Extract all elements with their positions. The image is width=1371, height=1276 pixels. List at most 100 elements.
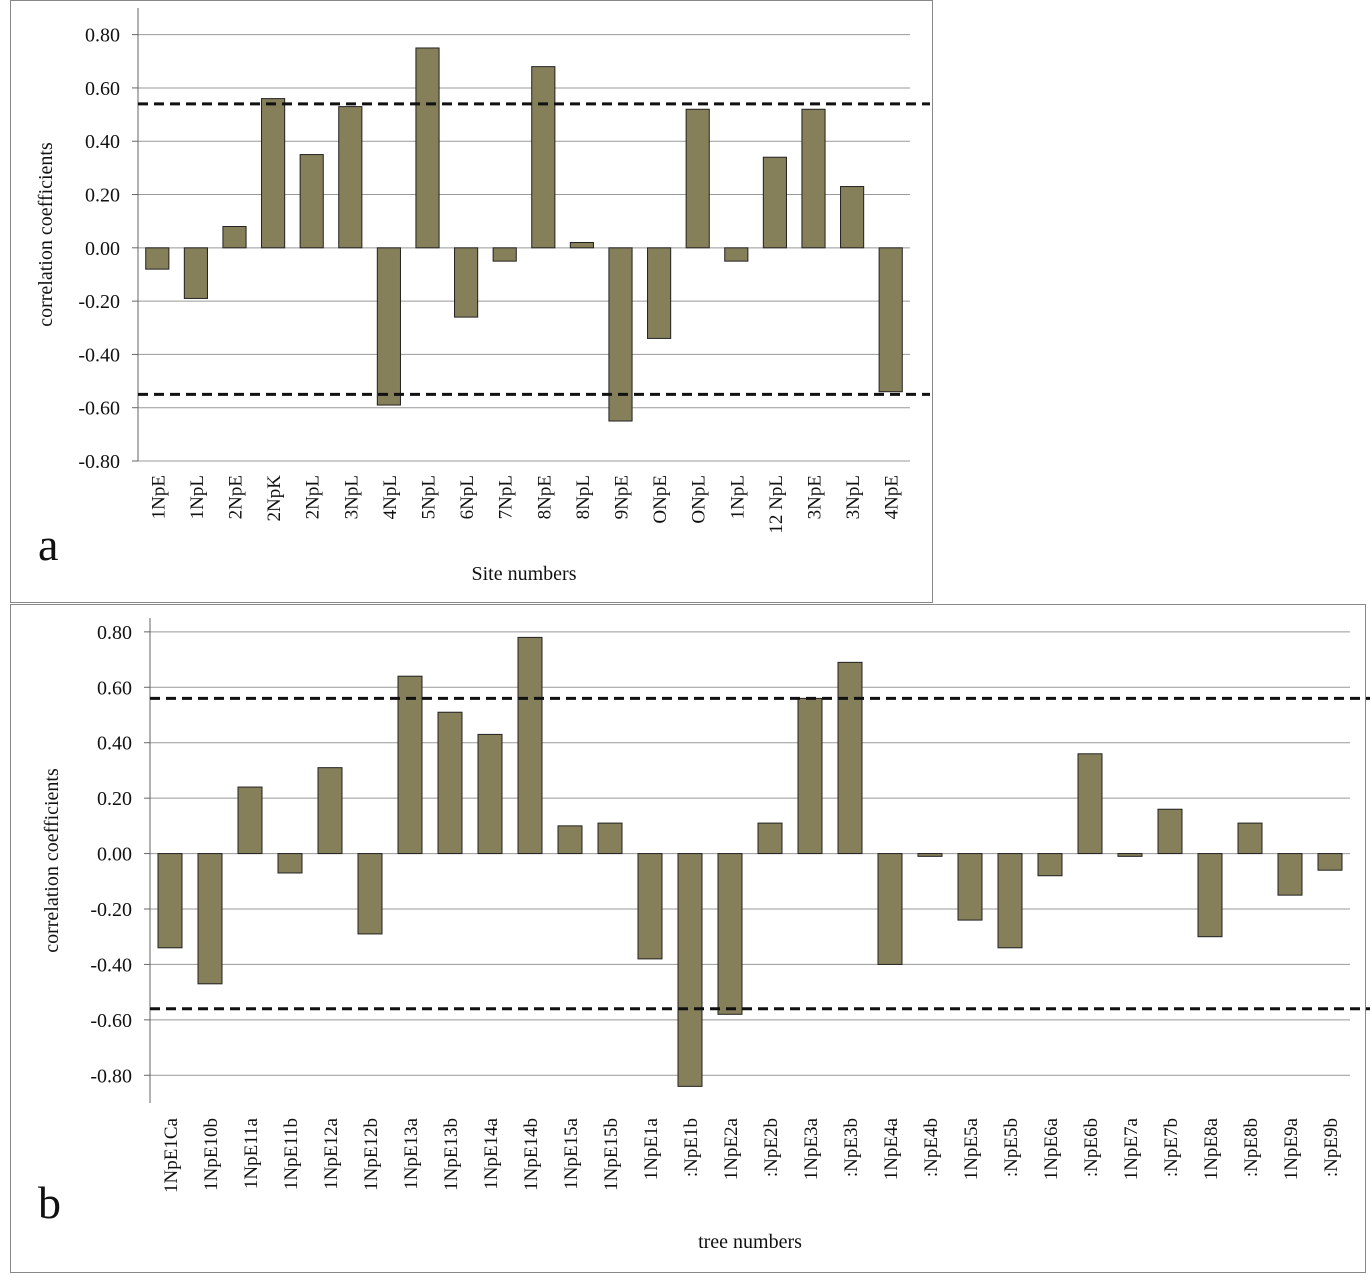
y-tick-label: 0.20 [97,788,132,810]
x-tick-label: :NpE2b [761,1118,782,1177]
bar [717,853,743,1015]
x-tick-label: 1NpE13a [401,1117,422,1189]
bar [878,247,903,393]
x-tick-label: ONpL [689,475,710,524]
y-tick-label: -0.80 [90,1065,132,1087]
x-tick-label: 5NpL [419,475,440,519]
x-tick-label: :NpE6b [1081,1118,1102,1177]
bar [338,106,363,249]
y-axis-title: correlation coefficients [35,142,57,327]
x-tick-label: 1NpE11a [241,1117,262,1189]
panel-label: b [38,1177,61,1228]
bar [569,241,594,249]
x-tick-label: 4NpE [882,475,903,519]
bar [1277,853,1303,896]
bar [757,822,783,855]
bar [1237,822,1263,855]
y-tick-label: -0.40 [78,344,120,366]
x-tick-label: 2NpL [303,475,324,519]
bar [492,247,517,262]
x-tick-label: 1NpE15a [561,1117,582,1189]
bar [1037,853,1063,877]
x-tick-label: 1NpE10b [201,1118,222,1191]
x-axis-title: tree numbers [698,1231,802,1253]
y-tick-label: 0.20 [85,185,120,207]
x-tick-label: 1NpE14a [481,1117,502,1189]
bar [557,825,583,855]
bar [837,661,863,855]
x-tick-label: 1NpL [727,475,748,519]
bar [145,247,170,270]
panel-frame [10,604,1366,1273]
bar [477,733,503,855]
x-tick-label: 1NpE11b [281,1118,302,1190]
bar [1317,853,1343,871]
x-tick-label: 8NpL [573,475,594,519]
bar [261,98,286,249]
x-tick-label: 1NpE1a [641,1117,662,1180]
bar [317,767,343,855]
x-tick-label: 1NpE8a [1201,1117,1222,1180]
y-tick-label: 0.40 [85,131,120,153]
x-tick-label: 1NpL [187,475,208,519]
bar [415,47,440,249]
bar [299,154,324,249]
x-tick-label: 1NpE7a [1121,1117,1142,1180]
x-tick-label: 3NpE [805,475,826,519]
bar [183,247,208,299]
y-tick-label: 0.80 [85,25,120,47]
bar [997,853,1023,949]
x-tick-label: :NpE5b [1001,1118,1022,1177]
bar [762,156,787,249]
x-tick-label: 1NpE6a [1041,1117,1062,1180]
y-tick-label: 0.60 [97,677,132,699]
bar [608,247,633,422]
bar [597,822,623,855]
y-tick-label: 0.00 [97,844,132,866]
bar [197,853,223,985]
bar [724,247,749,262]
panel-label: a [38,519,58,570]
y-tick-label: -0.80 [78,451,120,473]
y-tick-label: 0.60 [85,78,120,100]
x-tick-label: :NpE4b [921,1118,942,1177]
bar [397,675,423,855]
x-tick-label: 1NpE15b [601,1118,622,1191]
bar [1157,808,1183,855]
x-tick-label: :NpE7b [1161,1118,1182,1177]
bar [222,226,247,249]
x-tick-label: 3NpL [843,475,864,519]
x-tick-label: 1NpE12a [321,1117,342,1189]
x-axis-title: Site numbers [472,563,577,585]
x-tick-label: 1NpE9a [1281,1117,1302,1180]
x-tick-label: 9NpE [612,475,633,519]
x-tick-label: :NpE8b [1241,1118,1262,1177]
y-tick-label: 0.40 [97,733,132,755]
bar [957,853,983,921]
bar [677,853,703,1087]
x-tick-label: 2NpK [264,475,285,522]
x-tick-label: :NpE3b [841,1118,862,1177]
bar [1117,853,1143,857]
bar [437,711,463,855]
x-tick-label: 1NpE12b [361,1118,382,1191]
y-tick-label: -0.20 [90,899,132,921]
x-tick-label: 1NpE1Ca [161,1117,182,1193]
y-tick-label: 0.80 [97,622,132,644]
bar [1077,753,1103,855]
x-tick-label: 1NpE2a [721,1117,742,1180]
bar [685,108,710,249]
x-tick-label: :NpE9b [1321,1118,1342,1177]
bar [376,247,401,406]
x-tick-label: 1NpE5a [961,1117,982,1180]
bar [877,853,903,965]
bar [357,853,383,935]
y-tick-label: -0.60 [78,398,120,420]
x-tick-label: 12 NpL [766,475,787,534]
x-tick-label: 1NpE14b [521,1118,542,1191]
bar [454,247,479,318]
x-tick-label: 1NpE [148,475,169,519]
bar [277,853,303,874]
bar [840,186,865,249]
bar [801,108,826,249]
